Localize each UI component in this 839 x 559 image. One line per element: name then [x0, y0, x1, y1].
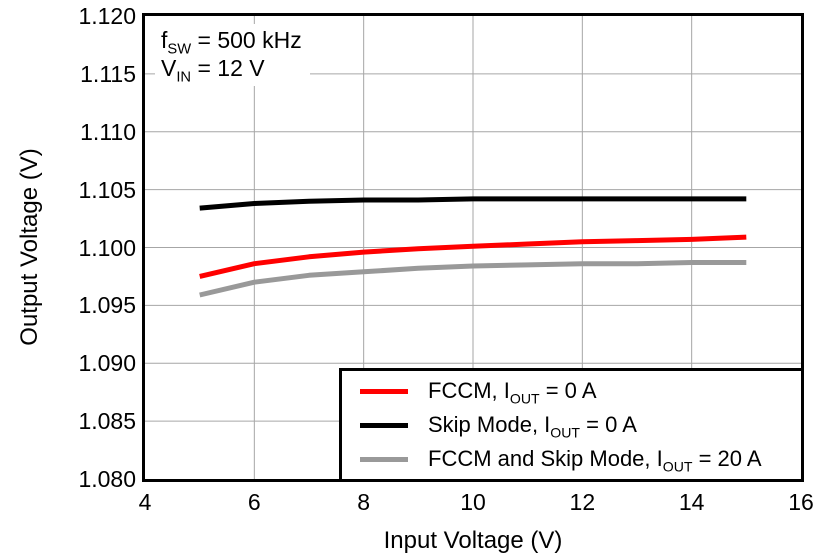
legend-swatch-1: [360, 422, 408, 428]
x-axis-title: Input Voltage (V): [383, 527, 563, 554]
legend-box: FCCM, IOUT = 0 A Skip Mode, IOUT = 0 A FCC…: [339, 368, 804, 482]
legend-item-2: FCCM and Skip Mode, IOUT = 20 A: [360, 442, 801, 476]
annotation-vin-pre: V: [161, 55, 177, 81]
series-line-0: [199, 234, 747, 279]
legend-swatch-2: [360, 456, 408, 462]
annotation-vin-post: = 12 V: [191, 55, 265, 81]
x-tick-label: 6: [247, 489, 261, 515]
y-tick-label: 1.110: [80, 118, 136, 145]
annotation-box: fSW = 500 kHz VIN = 12 V: [155, 24, 310, 86]
legend-item-0: FCCM, IOUT = 0 A: [360, 374, 801, 408]
y-tick-label: 1.085: [78, 408, 136, 435]
x-tick-label: 8: [357, 489, 371, 515]
legend-label-sub: OUT: [662, 458, 693, 475]
legend-label-2: FCCM and Skip Mode, IOUT = 20 A: [428, 446, 762, 475]
annotation-vin: VIN = 12 V: [161, 54, 302, 85]
y-axis-title: Output Voltage (V): [16, 148, 43, 346]
y-tick-label: 1.105: [78, 176, 136, 203]
x-tick-label: 14: [678, 489, 705, 515]
annotation-fsw: fSW = 500 kHz: [161, 26, 302, 57]
legend-swatch-0: [360, 388, 408, 394]
y-tick-label: 1.120: [78, 3, 136, 29]
legend-label-sub: OUT: [550, 424, 580, 441]
legend-label-1: Skip Mode, IOUT = 0 A: [428, 412, 637, 441]
y-tick-label: 1.080: [78, 466, 136, 492]
legend-label-pre: FCCM, I: [428, 378, 510, 403]
y-tick-label: 1.115: [80, 60, 136, 87]
legend-label-pre: Skip Mode, I: [428, 412, 551, 437]
legend-label-pre: FCCM and Skip Mode, I: [428, 446, 663, 471]
legend-label-post: = 0 A: [539, 378, 597, 403]
legend-label-post: = 0 A: [580, 412, 637, 437]
legend-label-post: = 20 A: [692, 446, 762, 471]
legend-label-0: FCCM, IOUT = 0 A: [428, 378, 597, 407]
plot-area: fSW = 500 kHz VIN = 12 V FCCM, IOUT = 0 …: [142, 13, 804, 482]
legend-label-sub: OUT: [509, 390, 540, 407]
legend-item-1: Skip Mode, IOUT = 0 A: [360, 408, 801, 442]
annotation-fsw-sub: SW: [167, 41, 192, 58]
annotation-fsw-post: = 500 kHz: [191, 27, 302, 53]
annotation-fsw-pre: f: [161, 27, 168, 53]
series-line-1: [199, 196, 747, 211]
series-line-2: [199, 260, 747, 298]
y-tick-label: 1.090: [78, 350, 136, 377]
x-tick-label: 10: [460, 489, 486, 515]
annotation-vin-sub: IN: [176, 69, 192, 86]
x-tick-label: 4: [138, 489, 152, 515]
y-tick-label: 1.095: [78, 292, 136, 319]
y-tick-label: 1.100: [78, 234, 136, 261]
x-tick-label: 12: [569, 489, 596, 515]
x-tick-label: 16: [788, 489, 814, 515]
